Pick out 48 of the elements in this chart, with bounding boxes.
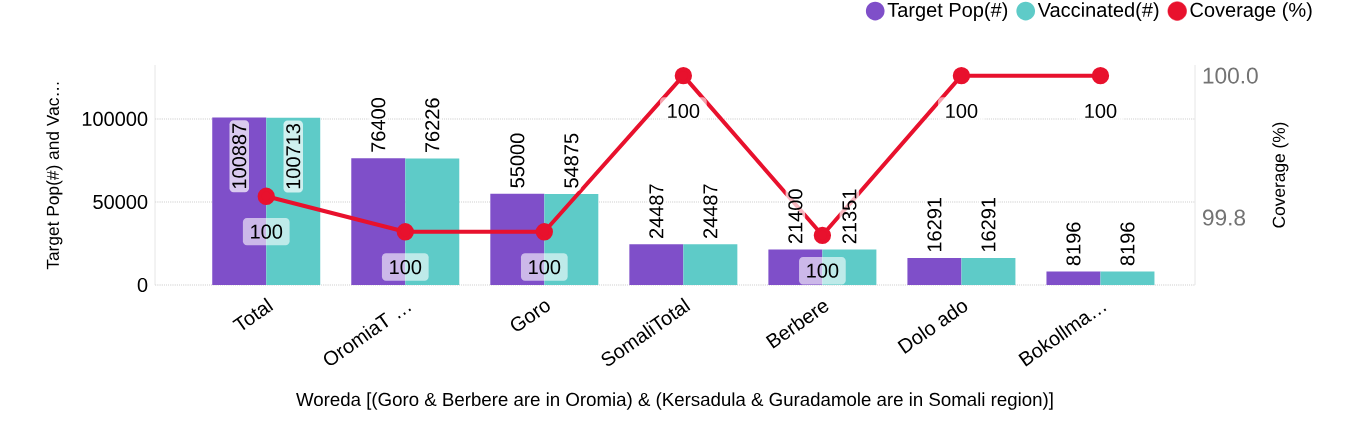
bar (1100, 271, 1155, 285)
data-label: 8196 (1066, 222, 1081, 266)
x-tick-label: Total (232, 297, 274, 330)
y2-axis-title: Coverage (%) (1272, 122, 1289, 228)
point (813, 226, 832, 244)
data-label: 100 (946, 103, 978, 119)
data-label: 76400 (371, 97, 386, 152)
legend-label: Vaccinated(#) (1037, 2, 1159, 21)
data-label: 100 (807, 263, 839, 278)
point (257, 187, 275, 205)
point (952, 66, 971, 85)
bar (629, 244, 684, 285)
x-tick-label: Goro (511, 301, 550, 331)
data-label: 24487 (649, 184, 664, 238)
x-axis-title: Woreda [(Goro & Berbere are in Oromia) & (Kersadula & Guradamole are in Somali region)] (296, 392, 1053, 410)
data-label: 54875 (564, 133, 579, 188)
data-label: 21351 (842, 189, 857, 244)
bar (961, 257, 1016, 285)
data-label: 100 (529, 260, 561, 275)
data-label: 100 (390, 260, 422, 275)
y-tick-label: 100000 (82, 111, 148, 127)
data-label: 76226 (425, 98, 440, 153)
y2-tick-label: 100.0 (1203, 67, 1258, 84)
point (1091, 66, 1110, 85)
point (396, 223, 414, 241)
data-label: 16291 (981, 197, 996, 252)
data-label: 100 (668, 103, 700, 119)
x-tick-label: Dolo ado (897, 302, 968, 354)
legend-label: Target Pop(#) (887, 2, 1008, 21)
data-label: 100887 (232, 123, 247, 189)
bar (907, 257, 962, 285)
y-axis-title: Target Pop(#) and Vac… (46, 82, 63, 270)
data-label: 24487 (703, 184, 718, 238)
data-label: 100 (1085, 103, 1117, 119)
point (535, 223, 553, 241)
y-tick-label: 50000 (93, 194, 148, 210)
y2-tick-label: 99.8 (1203, 209, 1246, 226)
y-tick-label: 0 (137, 277, 148, 293)
data-label: 16291 (927, 197, 942, 252)
point (674, 66, 693, 85)
data-label: 100 (251, 224, 283, 239)
bar (683, 244, 738, 285)
data-label: 55000 (510, 133, 525, 188)
data-label: 8196 (1120, 222, 1135, 266)
bar (1046, 271, 1101, 285)
data-label: 21400 (788, 189, 803, 244)
legend-label: Coverage (%) (1190, 2, 1312, 21)
data-label: 100713 (286, 123, 301, 189)
